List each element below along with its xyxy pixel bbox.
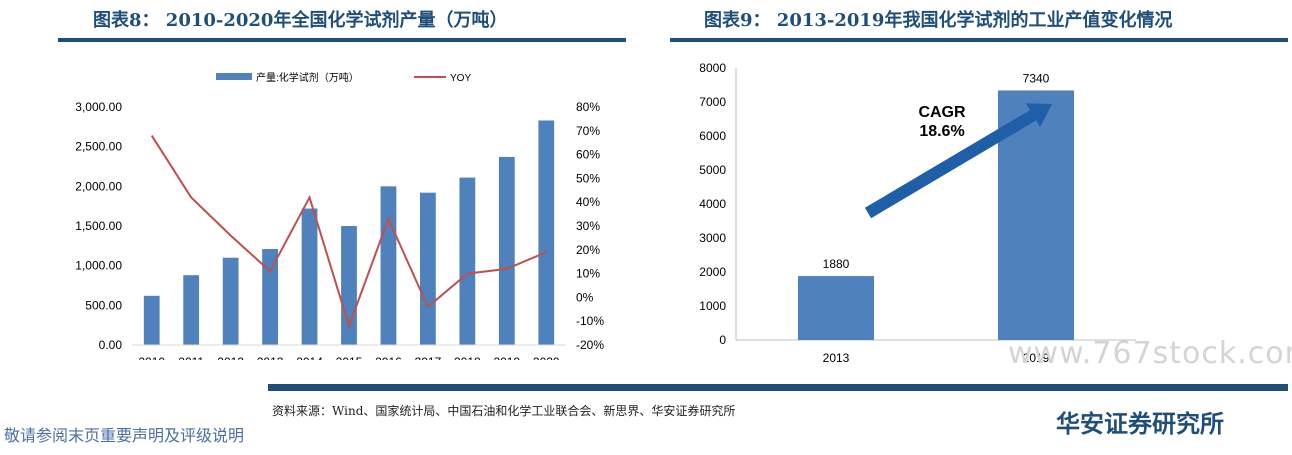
- x-axis-tick-label: 2016: [375, 355, 402, 360]
- chart2-title: 图表9： 2013-2019年我国化学试剂的工业产值变化情况: [704, 10, 1173, 31]
- x-axis-tick-label: 2011: [178, 355, 204, 360]
- brand-name: 华安证券研究所: [1056, 410, 1224, 438]
- chart2-title-rule: [670, 38, 1288, 42]
- chart2-industrial-output: 0 1000 2000 3000 4000 5000 6000 7000 8000 1880 201…: [699, 61, 1136, 365]
- right-axis-tick-label: 60%: [576, 148, 600, 162]
- disclaimer-link[interactable]: 敬请参阅末页重要声明及评级说明: [4, 426, 245, 445]
- chart1-title: 图表8： 2010-2020年全国化学试剂产量（万吨）: [93, 10, 508, 31]
- y-axis-tick-label: 6000: [699, 129, 726, 143]
- production-bar: [183, 275, 200, 345]
- production-bar: [222, 257, 239, 345]
- cagr-arrow: [864, 103, 1052, 219]
- left-axis-tick-label: 1,000.00: [75, 259, 122, 273]
- x-axis-tick-label: 2017: [415, 355, 442, 360]
- left-axis-tick-label: 1,500.00: [75, 219, 122, 233]
- production-bar: [459, 177, 476, 345]
- left-axis-tick-label: 500.00: [85, 298, 122, 312]
- source-rule: [268, 384, 1288, 391]
- left-axis-tick-label: 2,500.00: [75, 140, 122, 154]
- right-axis-tick-label: -20%: [576, 338, 604, 352]
- right-axis-tick-label: 30%: [576, 219, 600, 233]
- watermark: www.767stock.com: [1008, 336, 1292, 371]
- x-axis-tick-label: 2013: [823, 351, 850, 365]
- legend-swatch-production: [216, 73, 252, 80]
- x-axis-tick-label: 2010: [138, 355, 165, 360]
- y-axis-tick-label: 8000: [699, 61, 726, 75]
- production-bar: [301, 208, 318, 345]
- right-axis-tick-label: 80%: [576, 100, 600, 114]
- cagr-value: 18.6%: [919, 123, 964, 140]
- right-axis-tick-label: 20%: [576, 243, 600, 257]
- x-axis-tick-label: 2012: [217, 355, 244, 360]
- y-axis-tick-label: 3000: [699, 231, 726, 245]
- x-axis-tick-label: 2018: [454, 355, 481, 360]
- production-bar: [380, 186, 397, 345]
- y-axis-tick-label: 2000: [699, 265, 726, 279]
- source-note: 资料来源：Wind、国家统计局、中国石油和化学工业联合会、新思界、华安证券研究所: [272, 404, 736, 418]
- x-axis-tick-label: 2019: [493, 355, 520, 360]
- legend-label-yoy: YOY: [450, 73, 471, 84]
- yoy-line: [150, 135, 547, 330]
- left-axis-tick-label: 3,000.00: [75, 100, 122, 114]
- left-axis-tick-label: 2,000.00: [75, 179, 122, 193]
- x-axis-tick-label: 2013: [257, 355, 284, 360]
- right-axis-tick-label: -10%: [576, 314, 604, 328]
- right-axis-tick-label: 0%: [576, 290, 594, 304]
- x-axis-tick-label: 2015: [336, 355, 363, 360]
- chart1-production: 0.00 500.00 1,000.00 1,500.00 2,000.00 2,500.…: [75, 71, 604, 360]
- bar-data-label: 7340: [1023, 71, 1050, 85]
- bar-data-label: 1880: [823, 257, 850, 271]
- cagr-label: CAGR: [918, 104, 966, 121]
- right-axis-tick-label: 10%: [576, 267, 600, 281]
- y-axis-tick-label: 0: [719, 333, 726, 347]
- output-bar: [798, 276, 874, 340]
- left-axis-tick-label: 0.00: [99, 338, 123, 352]
- right-axis-tick-label: 50%: [576, 171, 600, 185]
- x-axis-tick-label: 2019: [1023, 351, 1050, 365]
- right-axis-tick-label: 40%: [576, 195, 600, 209]
- y-axis-tick-label: 5000: [699, 163, 726, 177]
- y-axis-tick-label: 7000: [699, 95, 726, 109]
- y-axis-tick-label: 4000: [699, 197, 726, 211]
- production-bar: [143, 295, 160, 345]
- x-axis-tick-label: 2020: [533, 355, 560, 360]
- y-axis-tick-label: 1000: [699, 299, 726, 313]
- right-axis-tick-label: 70%: [576, 124, 600, 138]
- chart1-title-rule: [58, 38, 626, 42]
- production-bar: [262, 249, 278, 345]
- legend-label-production: 产量:化学试剂（万吨）: [256, 71, 359, 84]
- x-axis-tick-label: 2014: [296, 355, 323, 360]
- production-bar: [538, 120, 555, 345]
- production-bar: [498, 156, 515, 345]
- production-bar: [420, 192, 436, 345]
